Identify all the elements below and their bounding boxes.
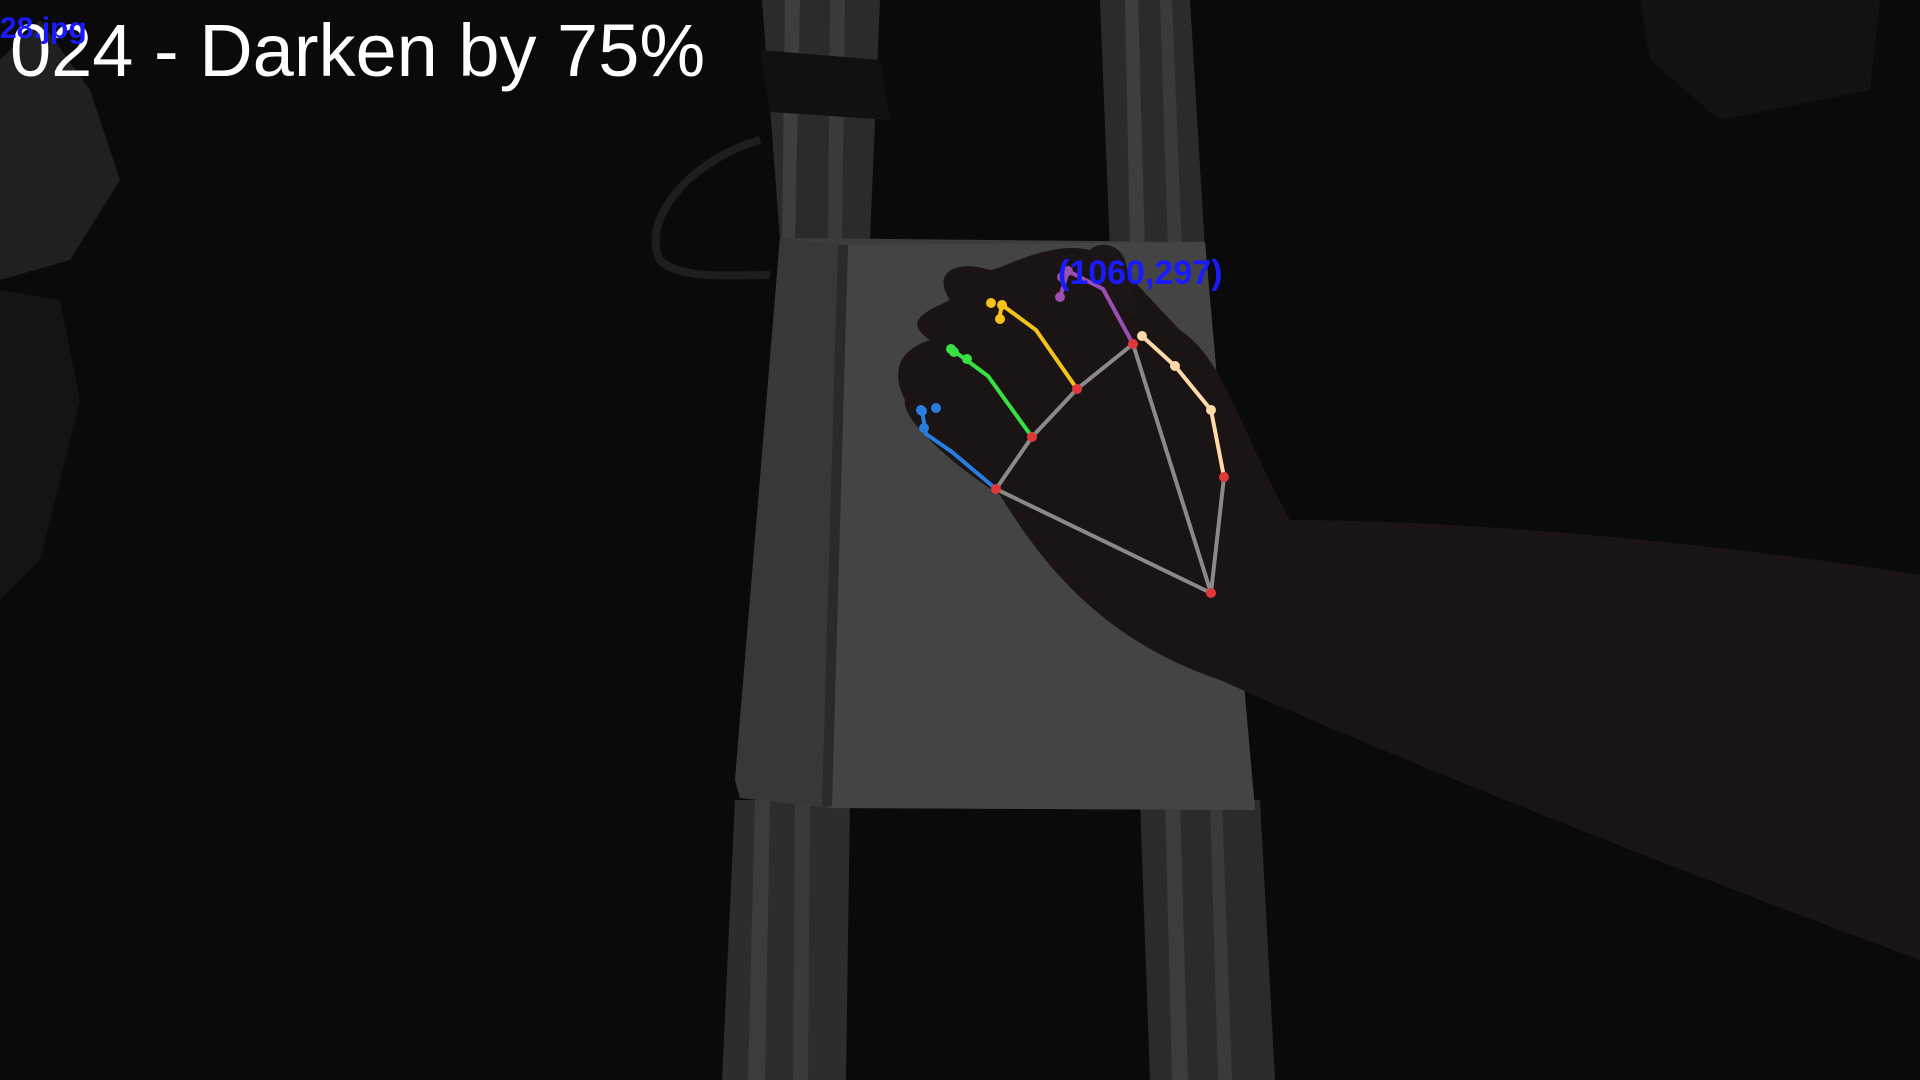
keypoint: [991, 484, 1001, 494]
palm-line: [1075, 342, 1135, 391]
coordinate-readout: (1060,297): [1058, 254, 1223, 292]
middle-keypoint: [986, 298, 996, 308]
keypoint: [1027, 432, 1037, 442]
thumb-keypoint: [1137, 331, 1147, 341]
hand-keypoints: [916, 266, 1229, 598]
index-line: [1058, 268, 1135, 346]
pinky-line: [920, 409, 998, 491]
palm-line: [994, 435, 1034, 491]
keypoint: [1128, 339, 1138, 349]
thumb-keypoint: [1206, 405, 1216, 415]
cable: [651, 136, 771, 280]
pinky-keypoint: [931, 403, 941, 413]
pinky-keypoint: [916, 405, 926, 415]
filename-label: 28.jpg: [0, 12, 87, 45]
hand-skeleton: [920, 268, 1226, 595]
top-right-object: [1640, 0, 1880, 120]
middle-keypoint: [997, 300, 1007, 310]
index-keypoint: [1055, 292, 1065, 302]
palm-line: [1209, 475, 1226, 595]
index-keypoint: [1063, 266, 1073, 276]
hand-and-arm: [898, 244, 1920, 961]
thumb-line: [1140, 334, 1226, 479]
palm-line: [1131, 342, 1213, 595]
wrist-keypoint: [1206, 588, 1216, 598]
left-edge-object-lower: [0, 290, 80, 600]
ring-keypoint: [962, 354, 972, 364]
left-edge-object: [0, 20, 120, 280]
keypoint: [1072, 384, 1082, 394]
pinky-keypoint: [919, 423, 929, 433]
aluminum-rail-left: [722, 0, 890, 1080]
middle-keypoint: [995, 314, 1005, 324]
palm-line: [994, 487, 1213, 595]
caption-title: 024 - Darken by 75%: [10, 9, 706, 92]
thumb-keypoint: [1170, 361, 1180, 371]
middle-line: [997, 301, 1079, 391]
ring-keypoint: [949, 347, 959, 357]
aluminum-rail-right: [1100, 0, 1275, 1080]
palm-line: [1030, 387, 1079, 439]
keypoint: [1219, 472, 1229, 482]
